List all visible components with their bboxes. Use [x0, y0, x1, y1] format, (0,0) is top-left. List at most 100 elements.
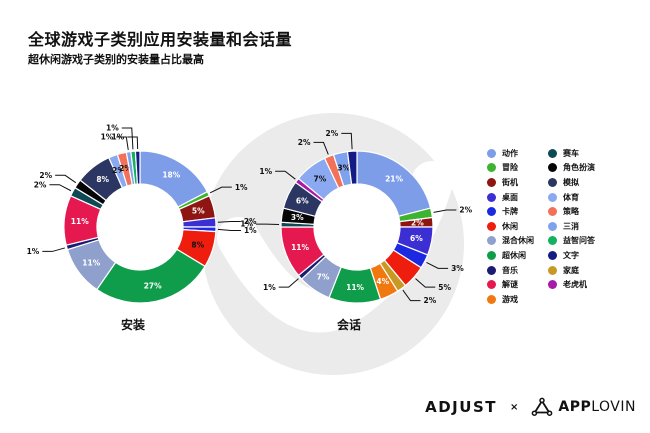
legend-color-dot: [487, 177, 496, 187]
slice-value-label-家庭: 2%: [423, 296, 436, 305]
slice-value-label-解谜: 11%: [71, 217, 89, 226]
legend-color-dot: [487, 265, 496, 275]
legend-item-label: 卡牌: [502, 207, 518, 217]
slice-value-label-桌面: 6%: [410, 234, 423, 243]
slice-value-label-休闲: 8%: [191, 240, 204, 249]
slice-value-label-文字: 1%: [112, 133, 125, 142]
legend-item-label: 文字: [563, 250, 579, 260]
legend-color-dot: [487, 192, 496, 202]
legend-item: 休闲: [487, 219, 534, 234]
slice-value-label-冒险: 2%: [459, 206, 472, 215]
slice-value-label-赛车: 2%: [34, 180, 47, 189]
legend-item: 模拟: [548, 175, 595, 190]
legend-color-dot: [487, 250, 496, 260]
legend-color-dot: [487, 207, 496, 217]
legend-item: 策略: [548, 204, 595, 219]
page-subtitle: 超休闲游戏子类别的安装量占比最高: [28, 53, 204, 66]
slice-value-label-角色扮演: 2%: [39, 171, 52, 180]
legend-color-dot: [487, 280, 496, 290]
legend-color-dot: [548, 221, 557, 231]
label-leader-line-卡牌: [217, 228, 241, 232]
legend-item: 混合休闲: [487, 234, 534, 249]
legend-item: 三消: [548, 219, 595, 234]
legend-item: 街机: [487, 175, 534, 190]
legend-item-label: 游戏: [502, 294, 518, 304]
label-leader-line-老虎机: [275, 170, 296, 180]
legend-color-dot: [548, 148, 557, 158]
donut-hole: [97, 184, 183, 270]
legend-item: 益智问答: [548, 234, 595, 249]
label-leader-line-策略: [313, 141, 329, 155]
slice-value-label-休闲: 5%: [438, 283, 451, 292]
legend-item-label: 动作: [502, 148, 518, 158]
page-title: 全球游戏子类别应用安装量和会话量: [28, 30, 293, 49]
footer-brand-lockup: ADJUST × APPLOVIN: [425, 397, 636, 417]
slice-value-label-游戏: 4%: [376, 277, 389, 286]
slice-value-label-街机: 2%: [411, 219, 424, 228]
legend-item-label: 体育: [563, 192, 579, 202]
legend-item-label: 策略: [563, 207, 579, 217]
slice-value-label-益智问答: 1%: [106, 124, 119, 133]
legend-item-label: 街机: [502, 177, 518, 187]
legend-item: 赛车: [548, 146, 595, 161]
donut-hole: [314, 184, 400, 270]
slice-value-label-模拟: 8%: [96, 175, 109, 184]
slice-value-label-卡牌: 3%: [451, 264, 464, 273]
legend-item: 动作: [487, 146, 534, 161]
label-leader-line-文字: [341, 132, 353, 150]
legend-item: 角色扮演: [548, 161, 595, 176]
legend: 动作 冒险 街机 桌面 卡牌 休闲 混合休闲 超休闲 音乐 解谜 游戏 赛车 角色扮演 模拟 体育 策略 三消益…: [487, 146, 595, 307]
legend-item-label: 三消: [563, 221, 579, 231]
legend-color-dot: [487, 236, 496, 246]
legend-color-dot: [548, 163, 557, 173]
legend-item-label: 赛车: [563, 148, 579, 158]
installs-chart-caption: 安装: [120, 318, 146, 332]
slice-value-label-混合休闲: 7%: [317, 273, 330, 282]
pie-slice-超休闲: [95, 248, 206, 304]
label-leader-line-音乐: [42, 247, 65, 252]
donut-chart-installs: 18%1%5%2%1%8%27%11%1%11%2%2% 8%2%2%1%1%1%: [27, 124, 257, 304]
slice-value-label-文字: 2%: [326, 129, 339, 138]
label-leader-line-益智问答: [121, 127, 134, 150]
legend-color-dot: [487, 148, 496, 158]
legend-item: 文字: [548, 248, 595, 263]
label-leader-line-冒险: [209, 186, 232, 194]
slice-value-label-街机: 5%: [192, 206, 205, 215]
legend-color-dot: [548, 177, 557, 187]
legend-item-label: 混合休闲: [502, 236, 534, 246]
legend-item: 家庭: [548, 263, 595, 278]
applovin-app-text: APP: [558, 399, 592, 415]
legend-item-label: 冒险: [502, 163, 518, 173]
slice-value-label-策略: 2%: [119, 164, 132, 173]
label-leader-line-文字: [127, 136, 139, 150]
label-leader-line-三消: [116, 136, 129, 150]
legend-color-dot: [548, 192, 557, 202]
slice-value-label-三消: 1%: [101, 133, 114, 142]
legend-item-label: 解谜: [502, 280, 518, 290]
slice-value-label-音乐: 1%: [263, 283, 276, 292]
label-leader-line-音乐: [278, 278, 299, 288]
slice-value-label-策略: 2%: [298, 138, 311, 147]
legend-item: 体育: [548, 190, 595, 205]
slice-value-label-超休闲: 27%: [144, 282, 162, 291]
donut-chart-sessions: 21%2%2%6%3%5%2%4%11%7%1%11%1%3%6%1%7%2%3…: [240, 129, 472, 305]
legend-color-dot: [487, 221, 496, 231]
legend-item-label: 家庭: [563, 265, 579, 275]
slice-value-label-超休闲: 11%: [346, 283, 364, 292]
legend-item-label: 模拟: [563, 177, 579, 187]
slice-value-label-混合休闲: 11%: [82, 258, 100, 267]
collab-x-mark: ×: [509, 401, 519, 413]
applovin-logo: APPLOVIN: [558, 399, 636, 415]
legend-item-label: 桌面: [502, 192, 518, 202]
pie-slice-文字: [134, 150, 141, 185]
slice-value-label-音乐: 1%: [27, 247, 40, 256]
legend-item-label: 超休闲: [502, 250, 526, 260]
applovin-brand: APPLOVIN: [531, 397, 636, 417]
label-leader-line-休闲: [415, 278, 436, 288]
adjust-logo: ADJUST: [425, 398, 497, 416]
legend-color-dot: [487, 294, 496, 304]
legend-color-dot: [548, 207, 557, 217]
legend-color-dot: [548, 265, 557, 275]
legend-item: 老虎机: [548, 277, 595, 292]
slice-value-label-模拟: 6%: [296, 197, 309, 206]
